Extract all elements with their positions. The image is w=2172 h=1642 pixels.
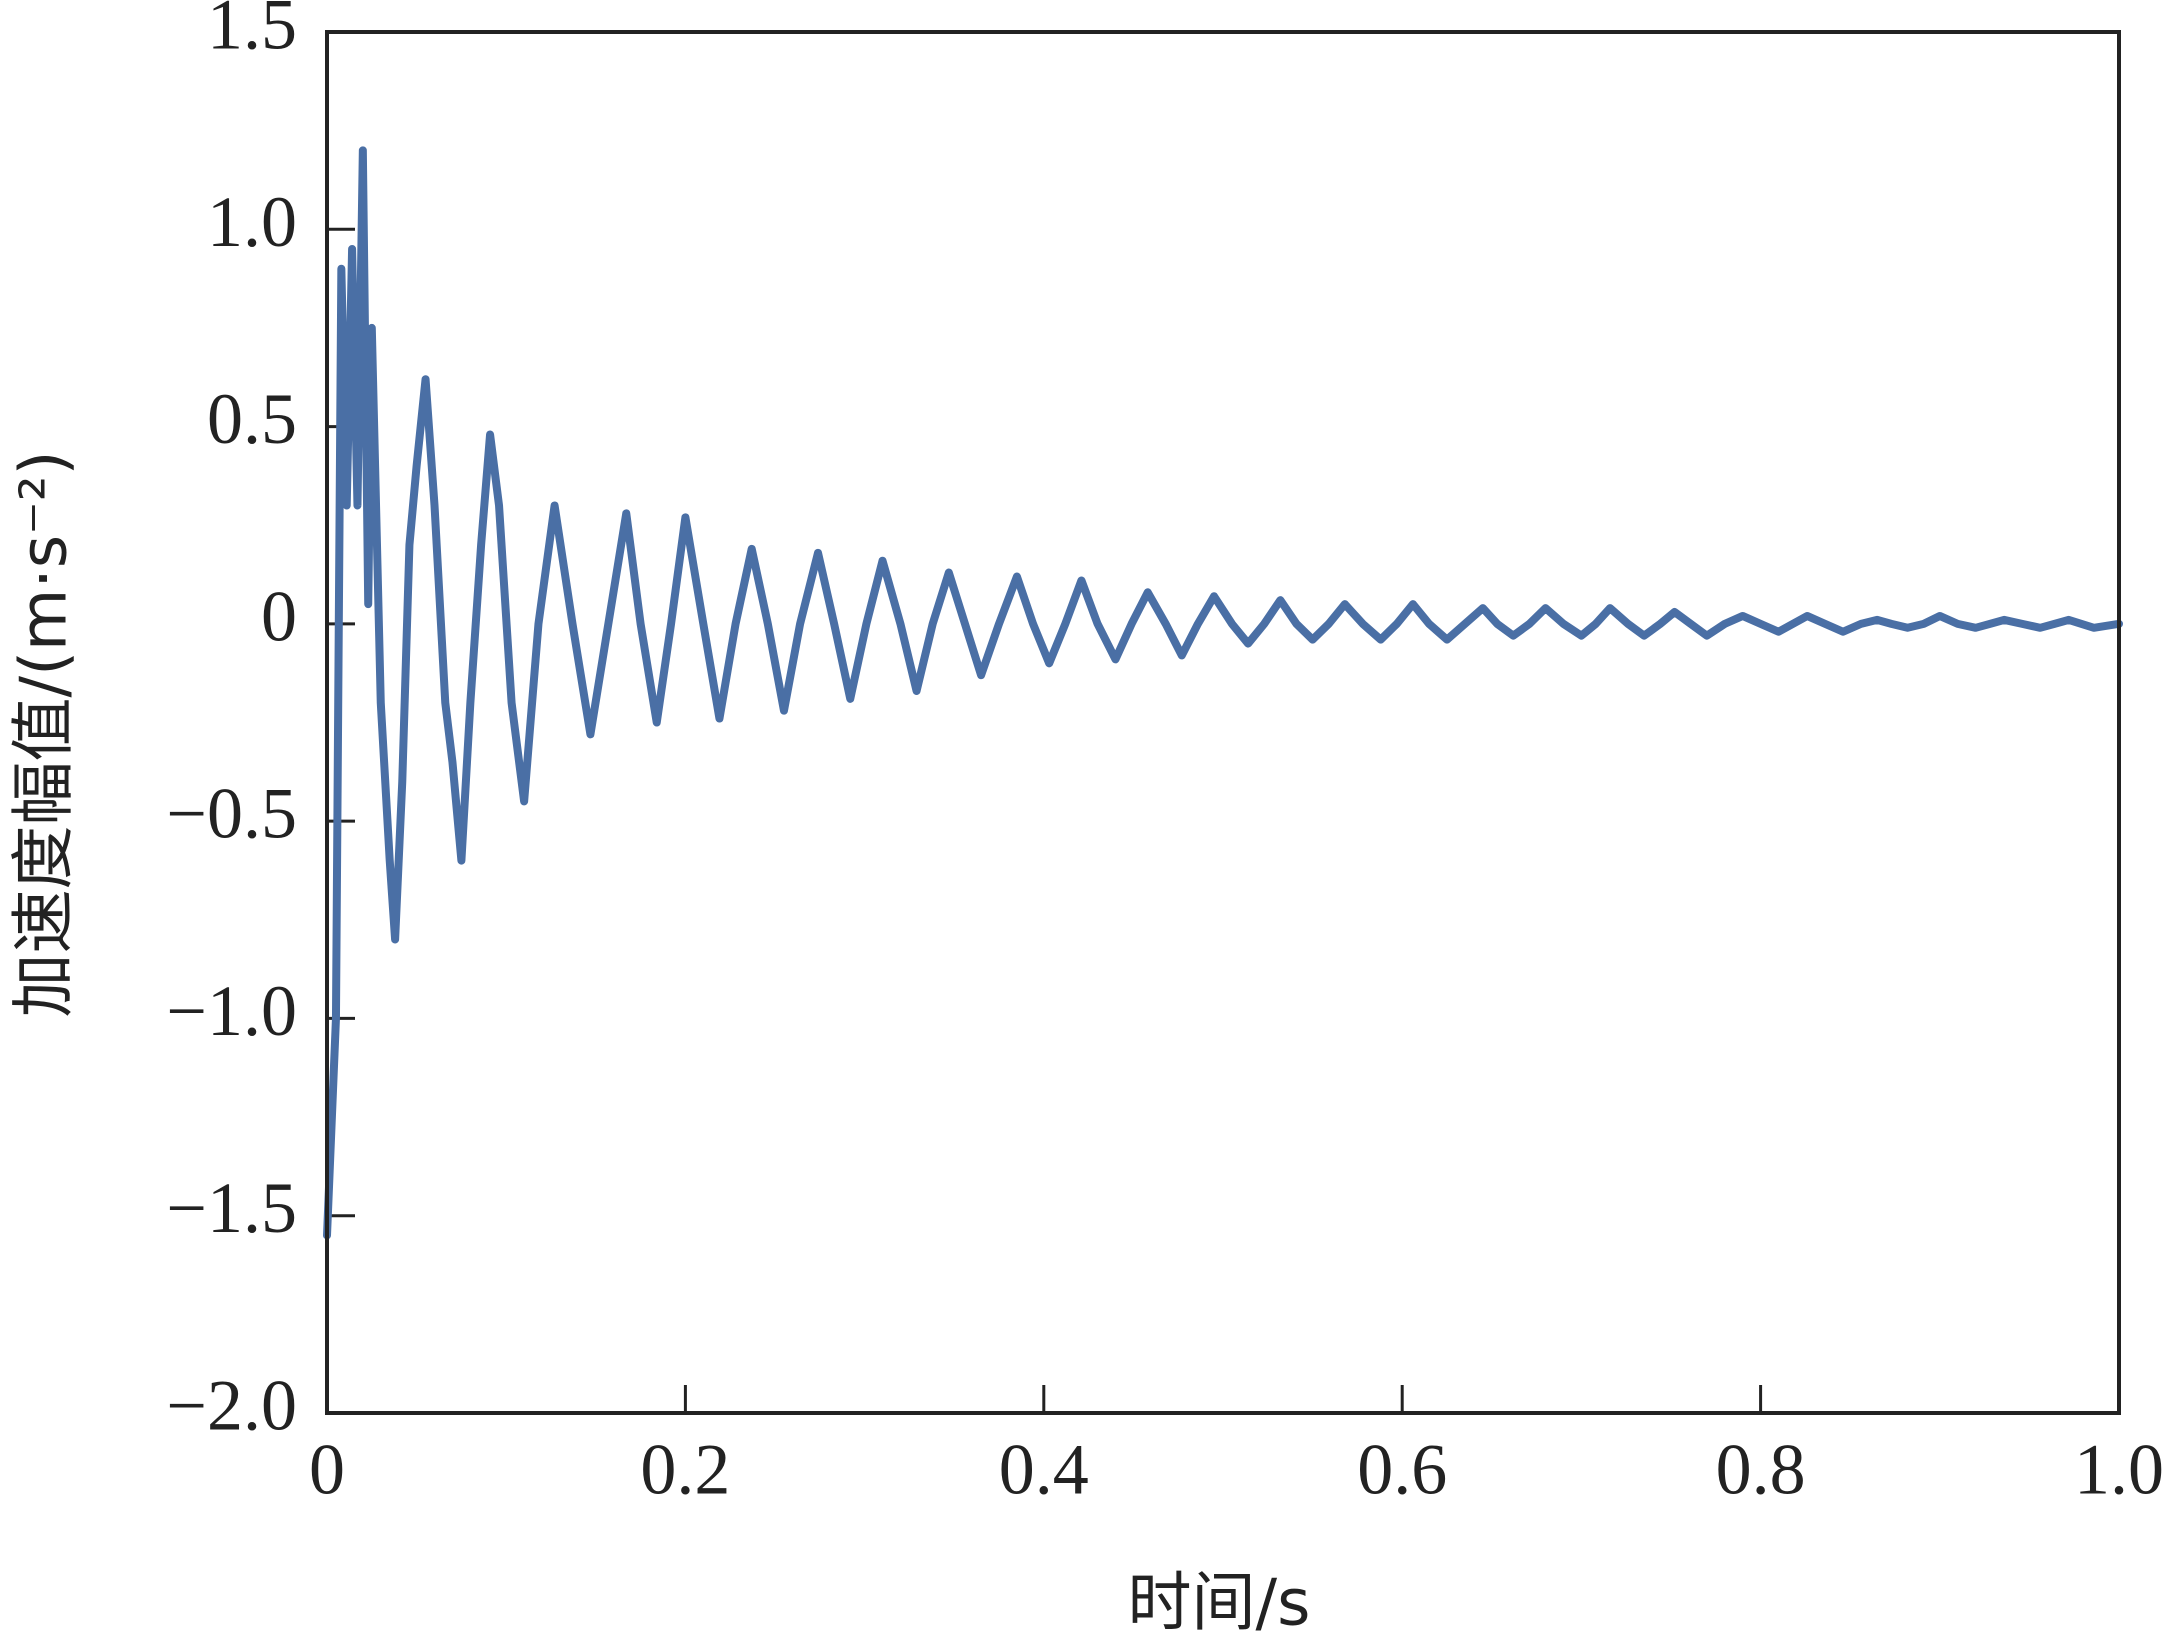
x-tick-label: 0.2: [640, 1430, 730, 1510]
y-axis-title: 加速度幅值/(m·s⁻²): [8, 451, 82, 1018]
x-tick-label: 0.4: [999, 1430, 1089, 1510]
y-tick-label: −1.0: [166, 971, 297, 1051]
x-axis-title: 时间/s: [1128, 1567, 1311, 1641]
x-tick-label: 0.8: [1716, 1430, 1806, 1510]
plot-frame: [325, 30, 2121, 1415]
y-tick-label: −0.5: [166, 774, 297, 854]
y-tick-label: 0.5: [207, 379, 297, 459]
data-line: [323, 146, 2123, 1240]
y-tick-label: −2.0: [166, 1366, 297, 1446]
y-tick-label: 1.0: [207, 182, 297, 262]
x-tick-label: 0: [309, 1430, 345, 1510]
y-tick-label: 0: [261, 576, 297, 656]
x-tick-label: 0.6: [1357, 1430, 1447, 1510]
y-tick-label: −1.5: [166, 1168, 297, 1248]
x-tick-label: 1.0: [2074, 1430, 2164, 1510]
y-tick-label: 1.5: [207, 0, 297, 65]
